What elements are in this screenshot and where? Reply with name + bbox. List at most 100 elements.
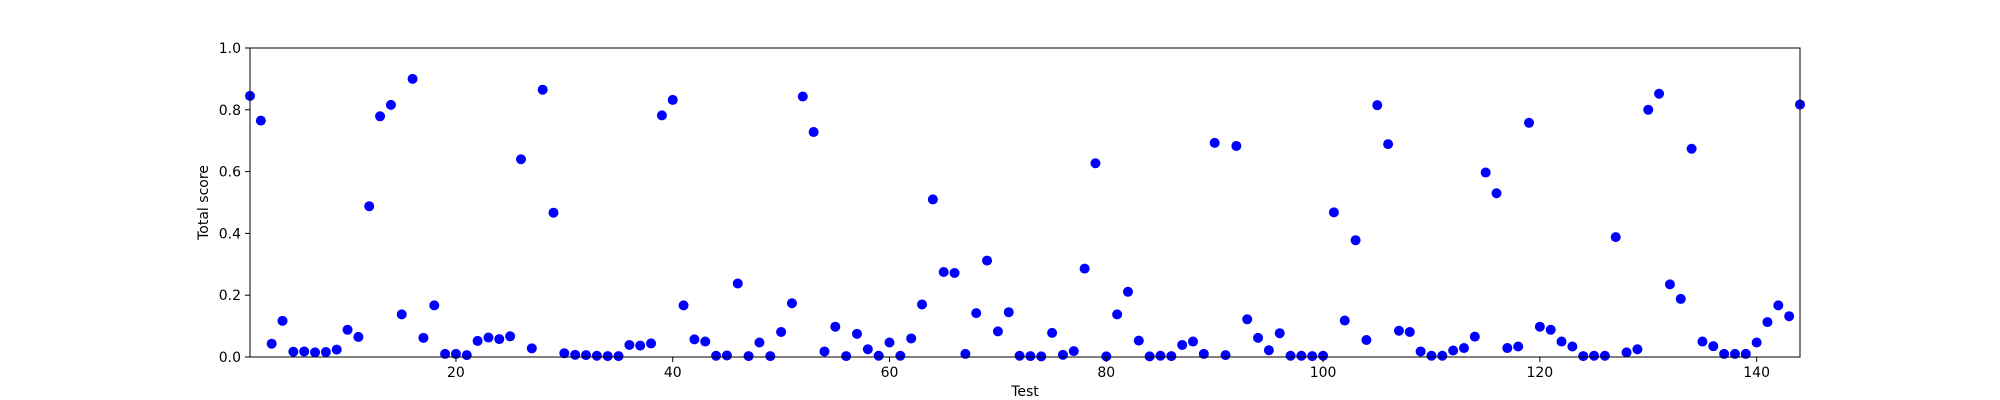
data-point (385, 99, 396, 110)
data-point (310, 347, 321, 358)
data-point (375, 111, 386, 122)
data-point (288, 346, 299, 357)
data-point (1751, 337, 1762, 348)
data-point (992, 326, 1003, 337)
data-point (1556, 336, 1567, 347)
data-point (505, 331, 516, 342)
data-point (1090, 158, 1101, 169)
data-point (1708, 341, 1719, 352)
data-point (808, 127, 819, 138)
data-point (396, 309, 407, 320)
x-axis-label: Test (1010, 384, 1039, 400)
data-point (1383, 139, 1394, 150)
data-point (1339, 315, 1350, 326)
data-point (1686, 143, 1697, 154)
data-point (1144, 351, 1155, 362)
data-point (1491, 188, 1502, 199)
points-layer (245, 73, 1805, 362)
data-point (830, 321, 841, 332)
data-point (1025, 351, 1036, 362)
data-point (440, 348, 451, 359)
data-point (678, 300, 689, 311)
data-point (1480, 167, 1491, 178)
data-point (418, 332, 429, 343)
data-point (1502, 343, 1513, 354)
data-point (1621, 347, 1632, 358)
data-point (581, 350, 592, 361)
plot-frame (249, 47, 1801, 358)
data-point (1253, 332, 1264, 343)
data-point (1036, 351, 1047, 362)
data-point (429, 300, 440, 311)
y-tick-label: 0.2 (219, 288, 241, 304)
data-point (1079, 263, 1090, 274)
data-point (1133, 335, 1144, 346)
y-axis-ticks: 0.0 0.2 0.4 0.6 0.8 1.0 (219, 41, 250, 366)
data-point (1285, 350, 1296, 361)
data-point (982, 255, 993, 266)
data-point (1729, 348, 1740, 359)
data-point (906, 333, 917, 344)
data-point (1632, 344, 1643, 355)
data-point (1534, 321, 1545, 332)
data-point (1166, 351, 1177, 362)
data-point (1719, 348, 1730, 359)
data-point (1784, 311, 1795, 322)
data-point (1188, 336, 1199, 347)
data-point (917, 299, 928, 310)
data-point (537, 84, 548, 95)
data-point (494, 334, 505, 345)
data-point (266, 338, 277, 349)
data-point (1155, 350, 1166, 361)
data-point (949, 267, 960, 278)
data-point (960, 348, 971, 359)
data-point (743, 351, 754, 362)
data-point (1307, 351, 1318, 362)
data-point (1426, 350, 1437, 361)
data-point (1057, 349, 1068, 360)
data-point (1014, 350, 1025, 361)
data-point (646, 338, 657, 349)
data-point (602, 351, 613, 362)
data-point (873, 350, 884, 361)
data-point (895, 350, 906, 361)
data-point (1068, 346, 1079, 357)
data-point (765, 351, 776, 362)
data-point (1643, 104, 1654, 115)
data-point (1372, 100, 1383, 111)
data-point (971, 308, 982, 319)
data-point (591, 350, 602, 361)
x-tick-label: 140 (1743, 365, 1770, 381)
data-point (526, 343, 537, 354)
data-point (754, 337, 765, 348)
data-point (331, 344, 342, 355)
data-point (353, 331, 364, 342)
data-point (1112, 309, 1123, 320)
data-point (786, 298, 797, 309)
data-point (1404, 326, 1415, 337)
data-point (1047, 327, 1058, 338)
x-tick-label: 60 (881, 365, 899, 381)
data-point (711, 350, 722, 361)
y-tick-label: 0.4 (219, 226, 241, 242)
data-point (461, 350, 472, 361)
data-point (1393, 325, 1404, 336)
data-point (1263, 345, 1274, 356)
data-point (613, 351, 624, 362)
data-point (1220, 350, 1231, 361)
x-tick-label: 20 (447, 365, 465, 381)
data-point (1654, 88, 1665, 99)
x-tick-label: 120 (1526, 365, 1553, 381)
data-point (320, 347, 331, 358)
data-point (732, 278, 743, 289)
data-point (721, 350, 732, 361)
data-point (472, 335, 483, 346)
data-point (1740, 348, 1751, 359)
x-tick-label: 40 (664, 365, 682, 381)
y-tick-label: 0.6 (219, 165, 241, 181)
y-axis-label: Total score (196, 165, 212, 241)
data-point (776, 326, 787, 337)
data-point (851, 328, 862, 339)
data-point (450, 348, 461, 359)
